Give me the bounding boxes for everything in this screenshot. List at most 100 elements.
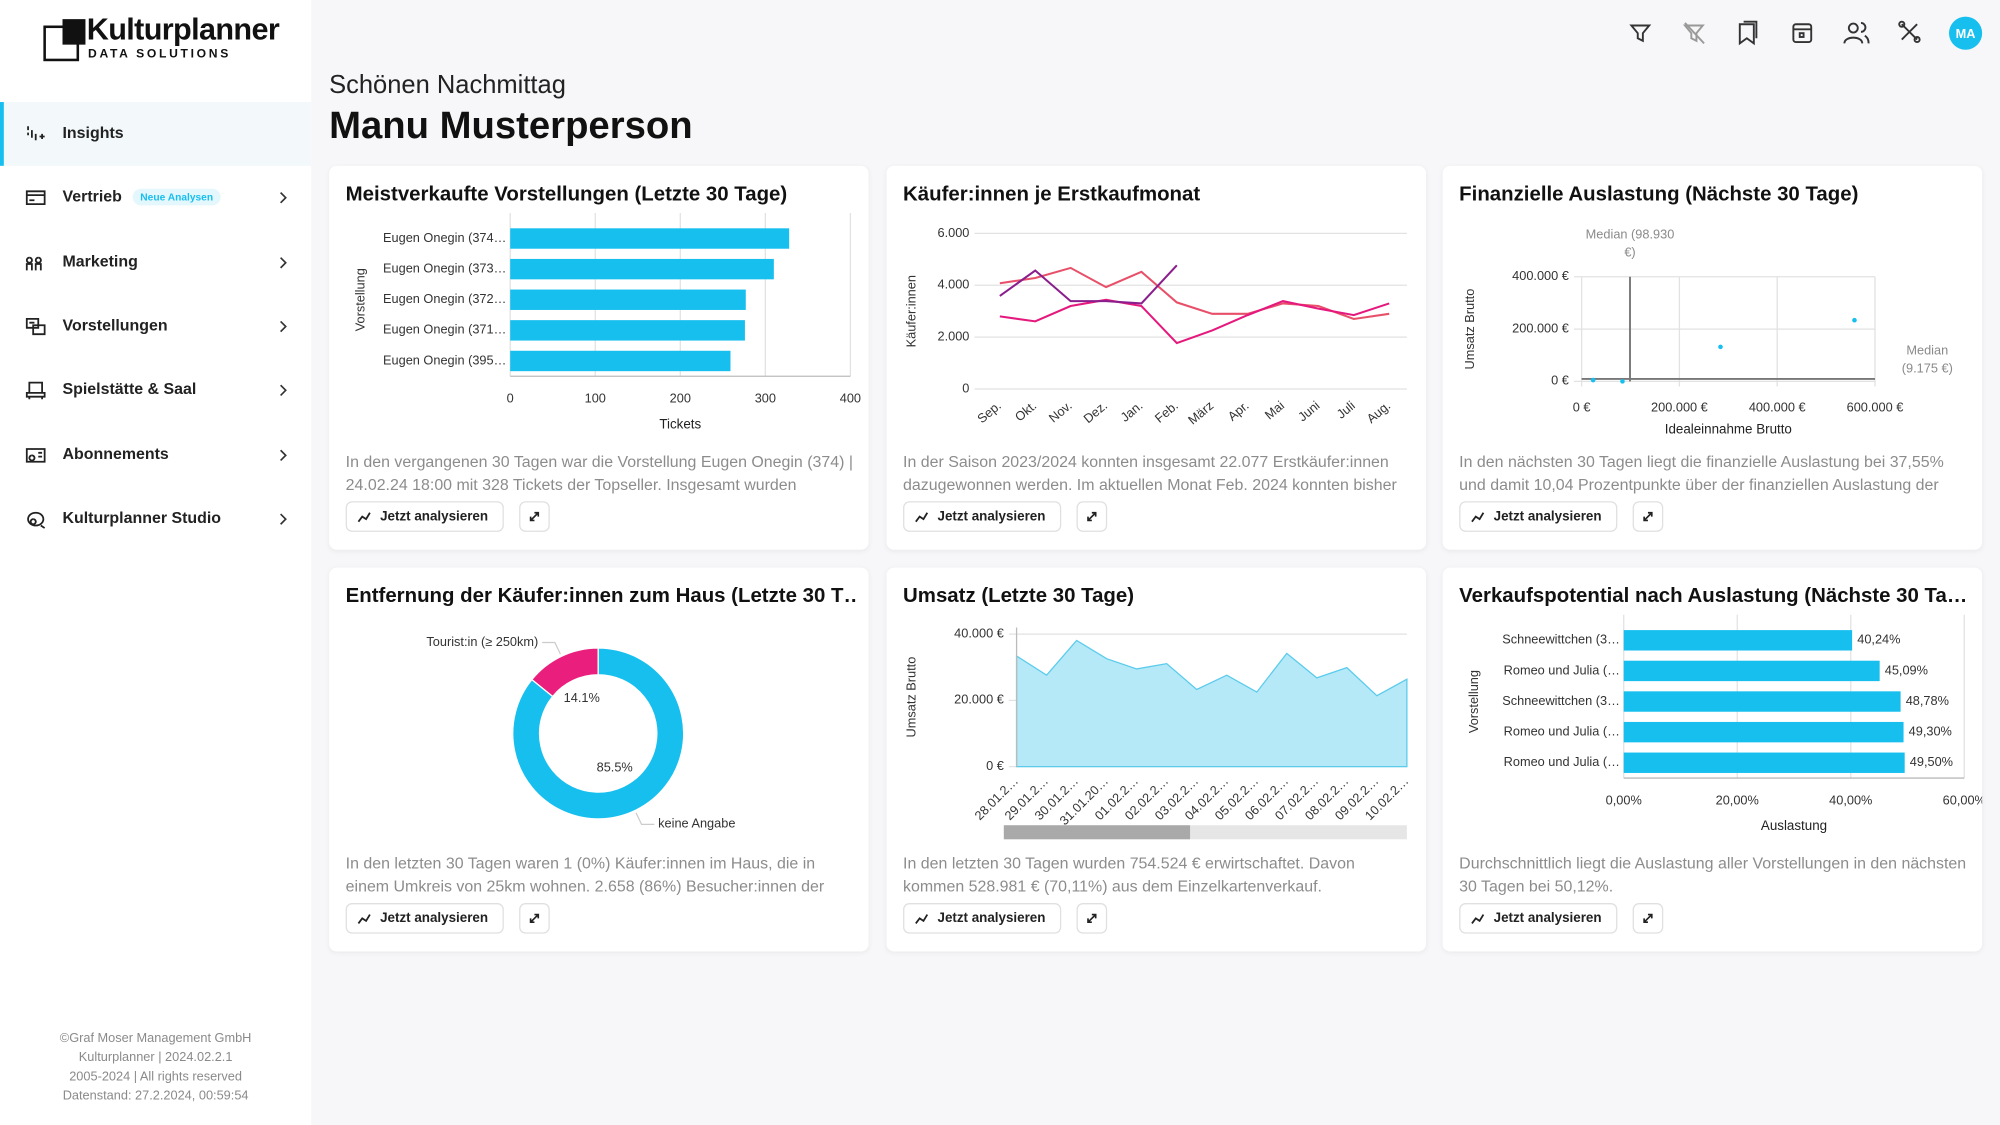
trend-icon xyxy=(1471,511,1485,522)
trend-icon-shape xyxy=(1471,511,1485,522)
nav-icon-shape xyxy=(27,511,46,529)
expand-icon xyxy=(529,511,540,522)
nav-icon-shape xyxy=(25,447,46,462)
logo-mark xyxy=(43,19,86,62)
value-label: 49,30% xyxy=(1909,724,1952,739)
nav-icon-shape xyxy=(27,126,45,141)
x-axis-label: Idealeinnahme Brutto xyxy=(1665,421,1792,436)
nav-item[interactable]: Vertrieb Neue Analysen xyxy=(0,166,311,230)
chevron-shape xyxy=(280,256,287,268)
avatar-initials: MA xyxy=(1956,26,1976,41)
analyze-button[interactable]: Jetzt analysieren xyxy=(903,501,1062,532)
x-tick-label: 200 xyxy=(670,391,691,406)
y-tick-label: 6.000 xyxy=(937,225,969,240)
analyze-button[interactable]: Jetzt analysieren xyxy=(1459,501,1618,532)
expand-icon-shape xyxy=(529,913,540,924)
y-tick-label: 200.000 € xyxy=(1512,320,1569,335)
toolbar: MA xyxy=(1629,16,1983,50)
button-label: Jetzt analysieren xyxy=(937,910,1046,927)
chevron xyxy=(280,513,287,525)
trend-icon-shape xyxy=(357,511,371,522)
y-tick-label: 0 € xyxy=(986,758,1004,773)
nav-icon xyxy=(25,447,46,462)
expand-icon xyxy=(1087,913,1097,924)
x-tick-label: Aug. xyxy=(1364,398,1394,426)
y-tick-label: 0 € xyxy=(1551,373,1569,388)
expand-button[interactable] xyxy=(519,501,550,532)
bar xyxy=(1623,691,1901,712)
chevron xyxy=(280,384,287,397)
footer-line: Datenstand: 27.2.2024, 00:59:54 xyxy=(62,1089,249,1104)
button-label: Jetzt analysieren xyxy=(1493,910,1602,927)
card-title: Käufer:innen je Erstkaufmonat xyxy=(903,183,1201,206)
analyze-button[interactable]: Jetzt analysieren xyxy=(903,903,1062,934)
filter-off-icon[interactable] xyxy=(1682,22,1705,45)
x-tick-label: 400.000 € xyxy=(1749,400,1806,415)
nav-icon-shape xyxy=(25,317,46,335)
category-label: Eugen Onegin (395… xyxy=(383,352,506,367)
scatter-point xyxy=(1590,377,1596,383)
chevron-shape xyxy=(280,513,287,525)
expand-icon-shape xyxy=(1643,913,1653,924)
x-tick-label: 100 xyxy=(585,391,606,406)
chevron xyxy=(280,256,287,268)
bar xyxy=(510,289,746,310)
analyze-button[interactable]: Jetzt analysieren xyxy=(345,501,504,532)
expand-button[interactable] xyxy=(1632,501,1664,532)
expand-button[interactable] xyxy=(1632,903,1664,934)
nav-label: Kulturplanner Studio xyxy=(62,508,222,527)
x-tick-label: Nov. xyxy=(1046,398,1075,426)
value-label: 48,78% xyxy=(1906,693,1949,708)
trend-icon-shape xyxy=(915,511,929,522)
y-tick-label: 2.000 xyxy=(937,329,969,344)
nav-item[interactable]: Marketing xyxy=(0,230,311,294)
card: Meistverkaufte Vorstellungen (Letzte 30 … xyxy=(329,165,869,550)
chevron xyxy=(280,192,287,204)
nav-icon xyxy=(25,317,46,335)
expand-button[interactable] xyxy=(519,903,550,934)
card-title: Verkaufspotential nach Auslastung (Nächs… xyxy=(1459,585,1968,608)
bar xyxy=(510,228,790,249)
line-series xyxy=(999,264,1178,305)
nav-icon-shape xyxy=(25,256,42,270)
card: Verkaufspotential nach Auslastung (Nächs… xyxy=(1442,567,1983,952)
nav-item[interactable]: Spielstätte & Saal xyxy=(0,359,311,423)
tools-icon[interactable] xyxy=(1898,20,1921,44)
x-tick-label: 20,00% xyxy=(1716,792,1759,807)
filter-icon[interactable] xyxy=(1629,24,1652,43)
chevron xyxy=(280,320,287,333)
value-label: 85.5% xyxy=(597,759,633,774)
chevron-shape xyxy=(280,449,287,461)
x-axis-label: Auslastung xyxy=(1761,818,1827,833)
avatar[interactable] xyxy=(1948,16,1983,50)
nav-item[interactable]: Kulturplanner Studio xyxy=(0,487,311,551)
expand-button[interactable] xyxy=(1076,501,1108,532)
nav-icon-shape xyxy=(25,381,46,400)
analyze-button[interactable]: Jetzt analysieren xyxy=(345,903,504,934)
value-label: 45,09% xyxy=(1885,662,1928,677)
expand-button[interactable] xyxy=(1076,903,1108,934)
value-label: 49,50% xyxy=(1910,754,1953,769)
analyze-button[interactable]: Jetzt analysieren xyxy=(1459,903,1618,934)
button-label: Jetzt analysieren xyxy=(1493,508,1602,525)
card: Käufer:innen je Erstkaufmonat 0 2.000 4.000… xyxy=(886,165,1427,550)
y-axis-label: Umsatz Brutto xyxy=(1462,289,1477,370)
nav-item[interactable]: Insights xyxy=(0,102,312,166)
x-tick-label: 40,00% xyxy=(1829,792,1872,807)
scatter-point xyxy=(1620,379,1625,384)
nav-item[interactable]: Vorstellungen xyxy=(0,295,311,359)
sidebar: Kulturplanner DATA SOLUTIONS Insights Ver… xyxy=(0,0,312,1125)
trend-icon xyxy=(915,913,929,924)
card-title: Meistverkaufte Vorstellungen (Letzte 30 … xyxy=(345,183,788,206)
nav-item[interactable]: Abonnements xyxy=(0,423,311,487)
line-series xyxy=(999,298,1390,345)
y-tick-label: 400.000 € xyxy=(1512,268,1569,283)
x-tick-label: Dez. xyxy=(1080,398,1110,426)
bookmark-icon[interactable] xyxy=(1738,20,1758,46)
users-icon[interactable] xyxy=(1843,22,1870,44)
trend-icon xyxy=(357,511,371,522)
area-series xyxy=(1015,639,1408,768)
calendar-icon[interactable] xyxy=(1792,23,1813,44)
bar xyxy=(1623,752,1905,773)
